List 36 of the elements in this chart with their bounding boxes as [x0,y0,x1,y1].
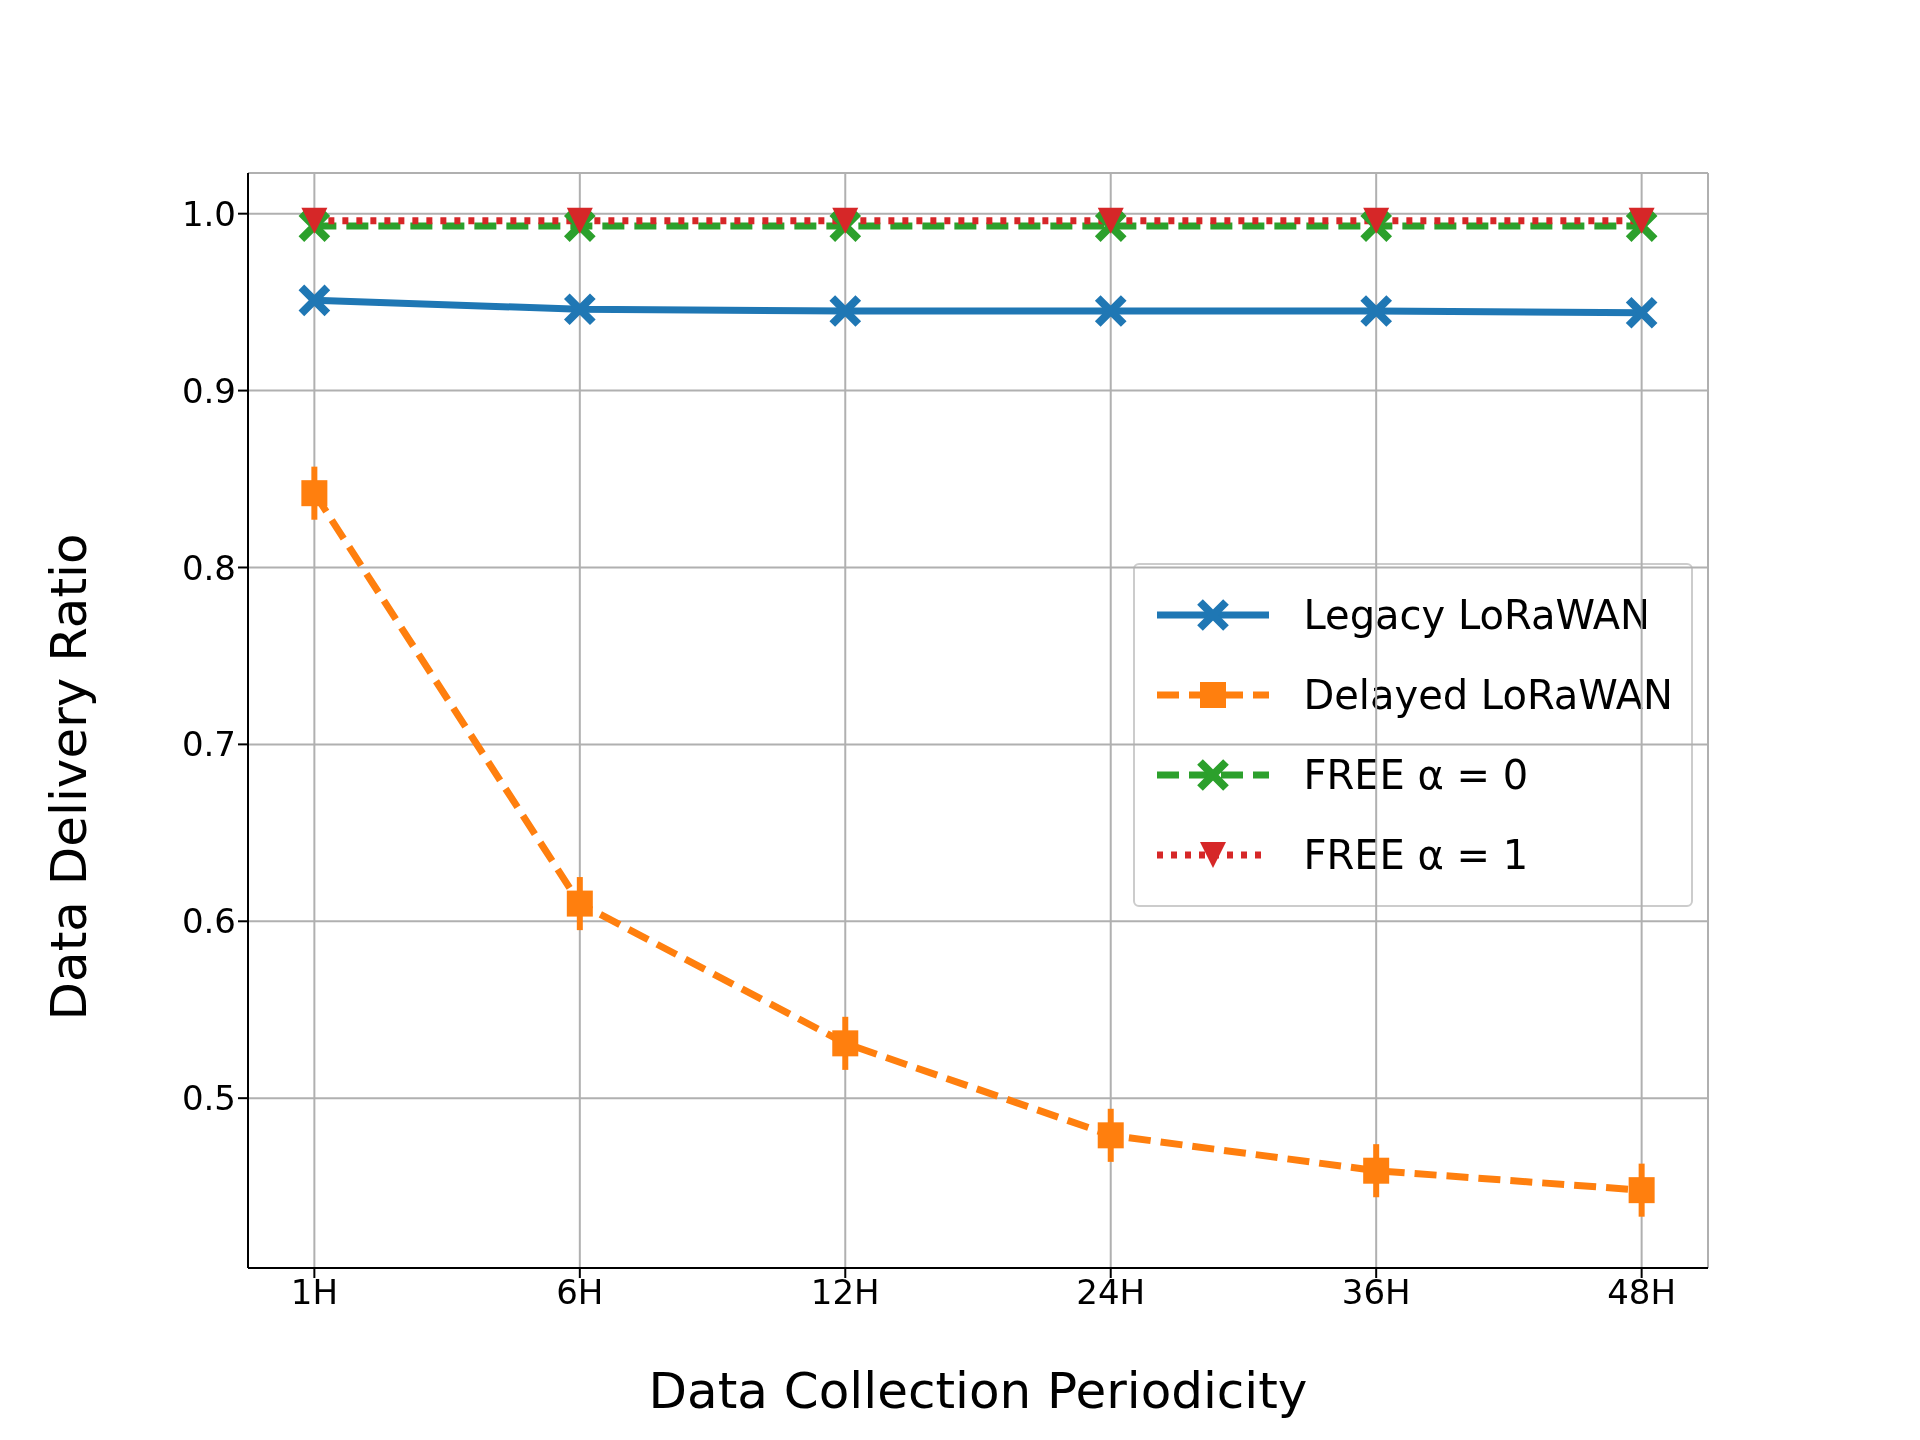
point [1624,295,1659,330]
y-tick-label: 0.7 [181,724,236,765]
point [297,283,332,318]
legend-label: FREE α = 0 [1303,752,1529,798]
point [566,207,593,234]
y-tick-label: 1.0 [181,193,236,234]
x-tick-label: 6H [556,1272,604,1313]
point [832,207,859,234]
point [301,207,328,234]
point [1097,1122,1124,1149]
x-tick-label: 24H [1076,1272,1146,1313]
x-tick-label: 36H [1341,1272,1411,1313]
point [562,292,597,327]
point [1628,207,1655,234]
point [1628,1177,1655,1204]
y-tick-label: 0.8 [181,547,236,588]
x-tick-label: 48H [1607,1272,1677,1313]
point [1097,207,1124,234]
legend-label: FREE α = 1 [1303,832,1529,878]
x-tick-label: 12H [810,1272,880,1313]
y-axis-title: Data Delivery Ratio [39,533,98,1021]
point [1363,207,1390,234]
legend-label: Legacy LoRaWAN [1303,592,1651,638]
x-tick-label: 1H [290,1272,338,1313]
point [301,480,328,507]
y-tick-label: 0.9 [181,370,236,411]
point [1363,1157,1390,1184]
point [828,293,863,328]
y-tick-label: 0.5 [181,1078,236,1119]
y-tick-label: 0.6 [181,901,236,942]
point [1093,293,1128,328]
legend-label: Delayed LoRaWAN [1303,672,1673,718]
point [832,1030,859,1057]
point [1359,293,1394,328]
point [566,890,593,917]
x-axis-title: Data Collection Periodicity [648,1362,1308,1420]
